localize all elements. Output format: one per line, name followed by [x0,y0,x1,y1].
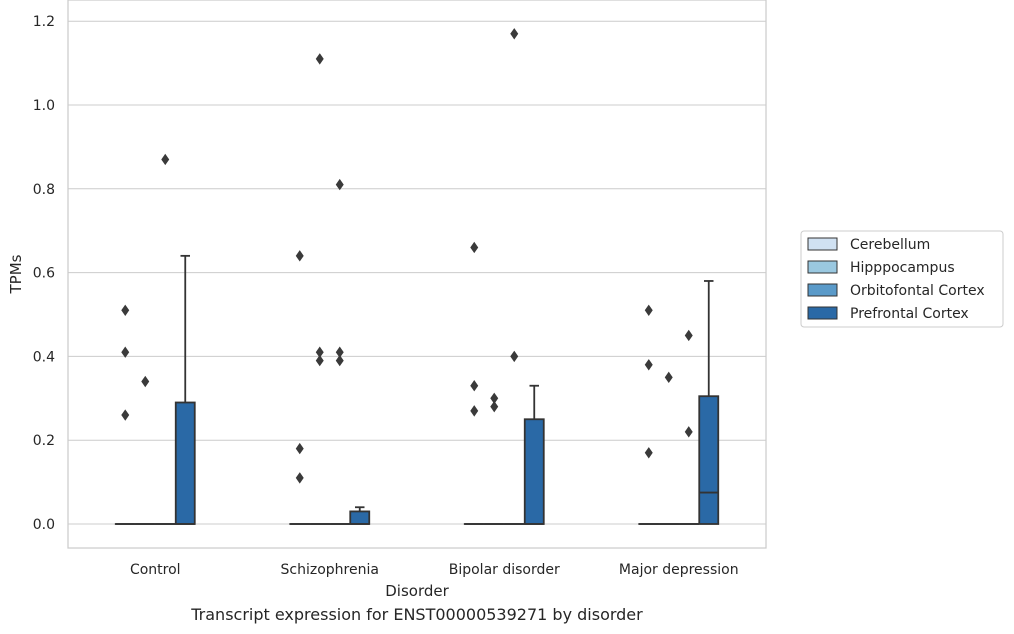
legend-label: Prefrontal Cortex [850,306,969,322]
outlier-point [295,472,304,484]
y-axis-label: TPMs [7,254,25,294]
legend-swatch [807,260,838,274]
outlier-point [315,354,324,367]
x-tick-label: Schizophrenia [281,562,379,578]
tick-labels: 0.0 0.2 0.4 0.6 0.8 1.0 1.2 Control Schizophreni… [33,14,739,578]
legend-item: Orbitofontal Cortex [807,283,985,299]
outlier-point [644,304,653,317]
legend-label: Orbitofontal Cortex [850,283,985,299]
outlier-point [161,153,170,166]
box [698,395,720,525]
outlier-point [470,405,479,417]
outlier-point [295,442,304,455]
y-tick-label: 0.2 [33,433,55,449]
box-group [114,304,136,525]
box-group [678,329,700,525]
legend-item: Hipppocampus [807,260,955,276]
outlier-point [490,400,499,413]
box-group [349,506,371,525]
outlier-point [684,426,693,438]
outlier-point [315,346,324,358]
box-group [698,280,720,525]
legend-frame [800,230,1004,328]
legend-item: Prefrontal Cortex [807,306,969,322]
y-tick-label: 0.4 [33,349,55,365]
outlier-point [315,53,324,65]
box-group [309,53,331,525]
box-group [638,304,660,525]
outlier-point [510,350,519,363]
box-group [174,254,196,525]
outlier-point [121,409,130,421]
outlier-point [335,178,344,191]
legend-swatch [807,306,838,320]
box [523,418,545,525]
box-group [523,384,545,525]
y-tick-label: 0.8 [33,182,55,198]
box [174,401,196,525]
y-tick-label: 0.6 [33,266,55,282]
box [349,510,371,525]
box-group [134,375,156,525]
y-tick-label: 1.0 [33,98,55,114]
legend-swatch [807,237,838,251]
box-layer [114,28,720,525]
x-tick-label: Bipolar disorder [449,562,560,578]
y-tick-label: 1.2 [33,14,55,30]
outlier-point [121,346,130,358]
outlier-point [121,304,130,317]
figure-caption: Transcript expression for ENST0000053927… [191,605,643,624]
outlier-point [490,392,499,404]
outlier-point [644,447,653,459]
box-group [463,241,485,525]
legend-item: Cerebellum [807,237,930,253]
box-group [658,371,680,525]
box-group [154,153,176,525]
plot-frame [67,0,767,549]
outlier-point [295,250,304,262]
legend-label: Cerebellum [850,237,930,253]
outlier-point [684,329,693,342]
box-group [329,178,351,525]
legend-label: Hipppocampus [850,260,955,276]
gridlines [68,20,766,525]
legend-swatch [807,283,838,297]
outlier-point [335,346,344,358]
box-group [289,250,311,525]
x-tick-label: Control [130,562,181,578]
box-group [483,392,505,525]
outlier-point [510,28,519,40]
outlier-point [664,371,673,384]
outlier-point [141,375,150,388]
outlier-point [644,359,653,371]
y-tick-label: 0.0 [33,517,55,533]
outlier-point [470,380,479,392]
outlier-point [470,241,479,254]
x-tick-label: Major depression [619,562,739,578]
outlier-point [335,354,344,367]
x-axis-label: Disorder [385,582,449,600]
legend: Cerebellum Hipppocampus Orbitofontal Corte… [800,230,1004,328]
box-group [503,28,525,525]
